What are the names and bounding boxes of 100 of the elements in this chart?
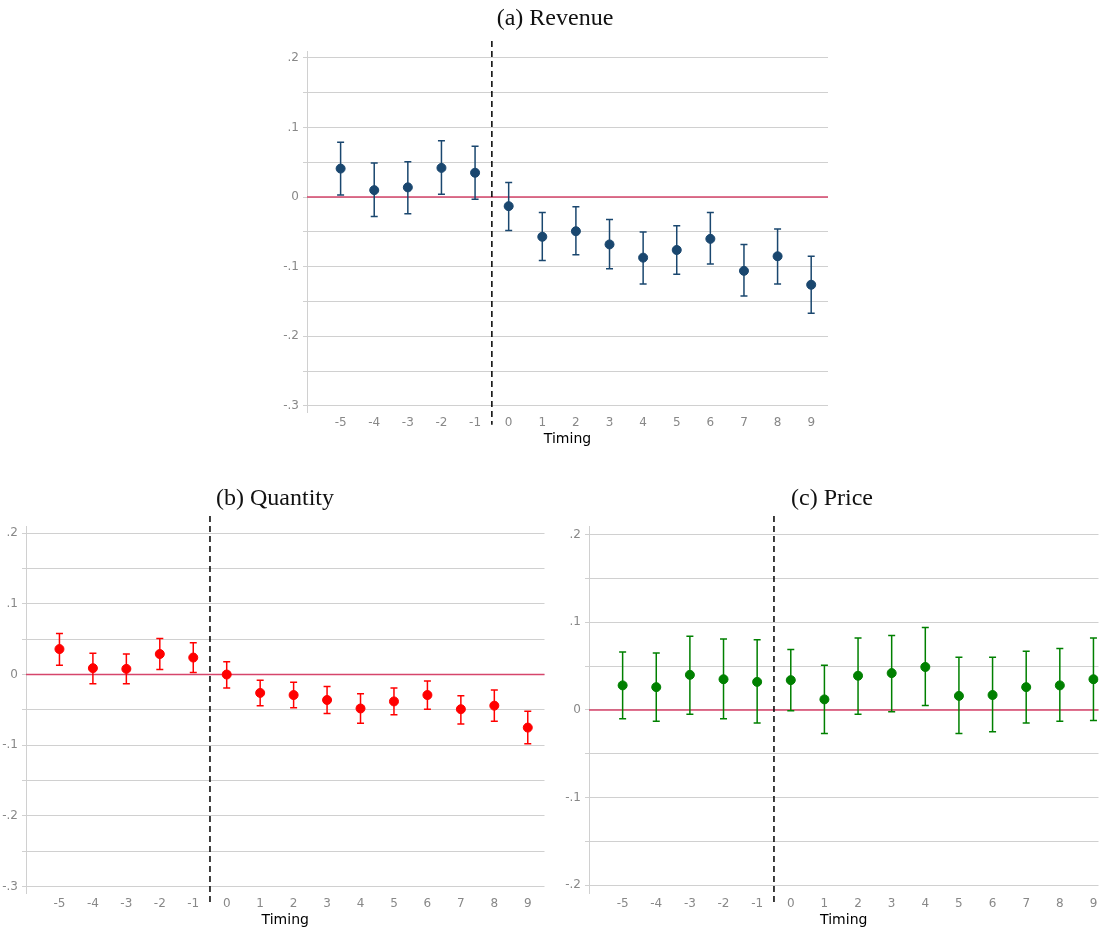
chart-title: (c) Price [790,483,874,512]
point [738,265,749,276]
point [806,279,817,290]
x-tick-label: 1 [538,415,547,430]
x-tick-label: -2 [153,896,166,911]
y-tick-label: -.1 [565,789,581,804]
x-tick-label: 1 [256,896,264,911]
x-tick-label: -3 [120,896,133,911]
x-tick-label: 2 [572,415,580,430]
y-tick-label: -.2 [565,877,581,892]
x-tick-label: 7 [1022,896,1031,911]
point [752,676,763,687]
x-tick-label: -4 [86,896,99,911]
chart-title: (a) Revenue [495,3,615,32]
x-tick-label: 8 [773,415,782,430]
point [718,674,729,685]
chart-title: (b) Quantity [215,483,335,512]
x-tick-label: -1 [187,896,200,911]
point [537,231,548,242]
x-tick-label: -4 [368,415,381,430]
x-axis-title: Timing [260,911,309,928]
x-axis-title: Timing [542,430,592,447]
point [335,163,346,174]
point [920,661,931,672]
point [705,233,716,244]
x-tick-label: -4 [650,896,663,911]
x-tick-label: 7 [457,896,465,911]
point [503,201,514,212]
y-tick-label: .2 [6,525,18,540]
point [402,182,413,193]
point [121,663,132,674]
x-tick-label: 9 [1089,896,1098,911]
point [470,167,481,178]
x-tick-label: 5 [390,896,398,911]
point [489,700,500,711]
x-tick-label: -1 [469,415,482,430]
x-tick-label: 4 [921,896,930,911]
point [651,682,662,693]
x-tick-label: 3 [887,896,896,911]
point [188,652,199,663]
point [522,722,533,733]
x-tick-label: 5 [955,896,963,911]
point [886,668,897,679]
x-axis-title: Timing [819,911,868,928]
x-tick-label: 6 [988,896,997,911]
x-tick-label: 0 [222,896,231,911]
y-tick-label: -.2 [2,808,18,823]
point [772,251,783,262]
point [684,669,695,680]
x-tick-label: 4 [356,896,365,911]
point [221,669,232,680]
y-tick-label: .2 [287,50,299,65]
x-tick-label: -5 [334,415,347,430]
point [671,244,682,255]
y-tick-label: .2 [569,526,581,541]
x-tick-label: 9 [807,415,816,430]
point [288,690,299,701]
y-tick-label: -.3 [2,878,18,893]
x-tick-label: 0 [786,896,795,911]
y-tick-label: -.3 [283,397,299,412]
point [987,690,998,701]
point [604,239,615,250]
x-tick-label: 0 [504,415,513,430]
x-tick-label: 5 [672,415,681,430]
point [638,252,649,263]
y-tick-label: .1 [287,119,299,134]
y-tick-label: -.2 [283,328,299,343]
y-tick-label: .1 [569,614,581,629]
x-tick-label: 1 [820,896,829,911]
x-tick-label: 2 [289,896,298,911]
x-tick-label: -2 [435,415,448,430]
x-tick-label: 4 [639,415,647,430]
point [1054,680,1065,691]
point [436,162,447,173]
y-tick-label: -.1 [283,258,299,273]
x-tick-label: -1 [751,896,764,911]
x-tick-label: -5 [616,896,629,911]
x-tick-label: 8 [1056,896,1064,911]
point [785,675,796,686]
x-tick-label: 3 [605,415,614,430]
point [1088,674,1099,685]
point [853,670,864,681]
x-tick-label: 6 [423,896,432,911]
point [322,695,333,705]
point [422,690,433,701]
y-tick-label: 0 [10,666,18,681]
point [819,694,830,705]
point [54,644,65,655]
x-tick-label: -3 [401,415,414,430]
x-tick-label: 3 [323,896,331,911]
point [617,680,628,691]
point [355,703,366,714]
x-tick-label: 7 [740,415,748,430]
x-tick-label: -3 [683,896,696,911]
point [953,690,964,701]
x-tick-label: -5 [53,896,66,911]
x-tick-label: 2 [854,896,862,911]
point [1021,682,1032,693]
x-tick-label: -2 [717,896,730,911]
point [388,696,399,707]
